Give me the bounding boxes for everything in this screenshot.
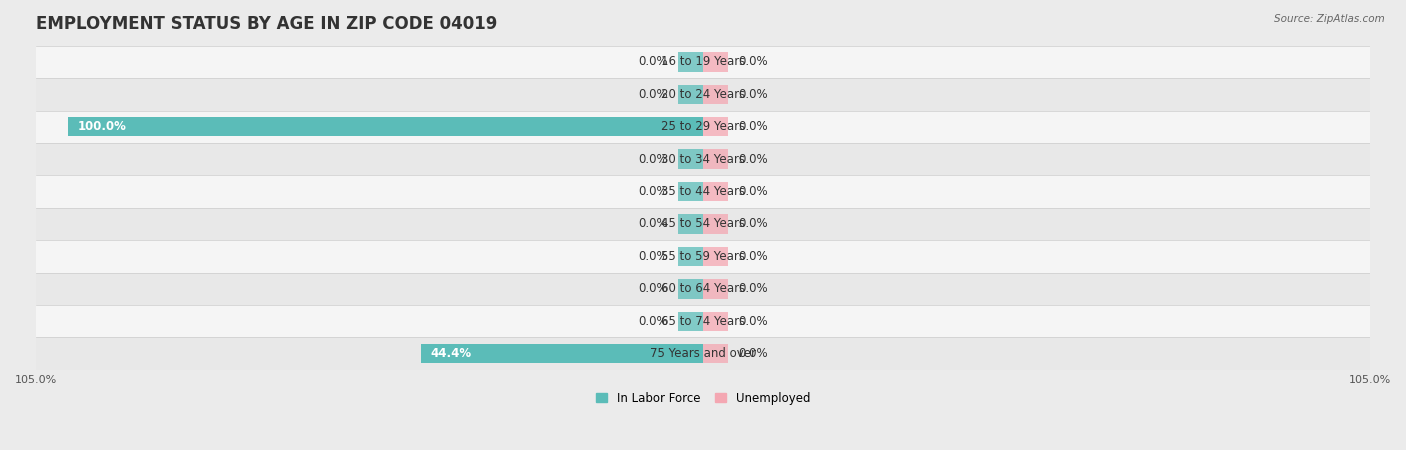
Text: 0.0%: 0.0% <box>738 347 768 360</box>
Text: 45 to 54 Years: 45 to 54 Years <box>661 217 745 230</box>
Bar <box>37 45 1369 78</box>
Text: 0.0%: 0.0% <box>638 185 668 198</box>
Text: 75 Years and over: 75 Years and over <box>650 347 756 360</box>
Bar <box>703 52 728 72</box>
Bar <box>703 344 728 364</box>
Bar <box>37 111 1369 143</box>
Text: 60 to 64 Years: 60 to 64 Years <box>661 282 745 295</box>
Text: 30 to 34 Years: 30 to 34 Years <box>661 153 745 166</box>
Bar <box>703 247 728 266</box>
Text: 16 to 19 Years: 16 to 19 Years <box>661 55 745 68</box>
Text: 0.0%: 0.0% <box>738 185 768 198</box>
Bar <box>37 338 1369 370</box>
Bar <box>703 117 728 136</box>
Text: 25 to 29 Years: 25 to 29 Years <box>661 120 745 133</box>
Text: 0.0%: 0.0% <box>738 88 768 101</box>
Text: 0.0%: 0.0% <box>738 55 768 68</box>
Bar <box>703 311 728 331</box>
Bar <box>678 85 703 104</box>
Text: 0.0%: 0.0% <box>638 217 668 230</box>
Bar <box>703 149 728 169</box>
Bar <box>678 247 703 266</box>
Text: 0.0%: 0.0% <box>738 120 768 133</box>
Bar <box>678 311 703 331</box>
Bar <box>37 305 1369 338</box>
Text: EMPLOYMENT STATUS BY AGE IN ZIP CODE 04019: EMPLOYMENT STATUS BY AGE IN ZIP CODE 040… <box>37 15 498 33</box>
Text: Source: ZipAtlas.com: Source: ZipAtlas.com <box>1274 14 1385 23</box>
Bar <box>703 85 728 104</box>
Text: 65 to 74 Years: 65 to 74 Years <box>661 315 745 328</box>
Text: 0.0%: 0.0% <box>738 153 768 166</box>
Text: 35 to 44 Years: 35 to 44 Years <box>661 185 745 198</box>
Text: 20 to 24 Years: 20 to 24 Years <box>661 88 745 101</box>
Bar <box>703 279 728 298</box>
Bar <box>420 344 703 364</box>
Text: 0.0%: 0.0% <box>738 282 768 295</box>
Text: 0.0%: 0.0% <box>638 250 668 263</box>
Bar <box>37 143 1369 176</box>
Bar <box>37 208 1369 240</box>
Text: 0.0%: 0.0% <box>638 153 668 166</box>
Text: 0.0%: 0.0% <box>638 55 668 68</box>
Legend: In Labor Force, Unemployed: In Labor Force, Unemployed <box>591 387 815 410</box>
Text: 0.0%: 0.0% <box>638 282 668 295</box>
Text: 0.0%: 0.0% <box>738 250 768 263</box>
Bar <box>37 273 1369 305</box>
Bar <box>678 52 703 72</box>
Bar <box>678 214 703 234</box>
Bar <box>67 117 703 136</box>
Text: 0.0%: 0.0% <box>638 88 668 101</box>
Bar <box>703 182 728 201</box>
Bar <box>37 78 1369 111</box>
Text: 44.4%: 44.4% <box>430 347 471 360</box>
Bar <box>703 214 728 234</box>
Bar <box>37 176 1369 208</box>
Text: 55 to 59 Years: 55 to 59 Years <box>661 250 745 263</box>
Text: 0.0%: 0.0% <box>738 315 768 328</box>
Bar <box>37 240 1369 273</box>
Text: 0.0%: 0.0% <box>638 315 668 328</box>
Text: 0.0%: 0.0% <box>738 217 768 230</box>
Bar <box>678 182 703 201</box>
Bar <box>678 279 703 298</box>
Text: 100.0%: 100.0% <box>77 120 127 133</box>
Bar <box>678 149 703 169</box>
